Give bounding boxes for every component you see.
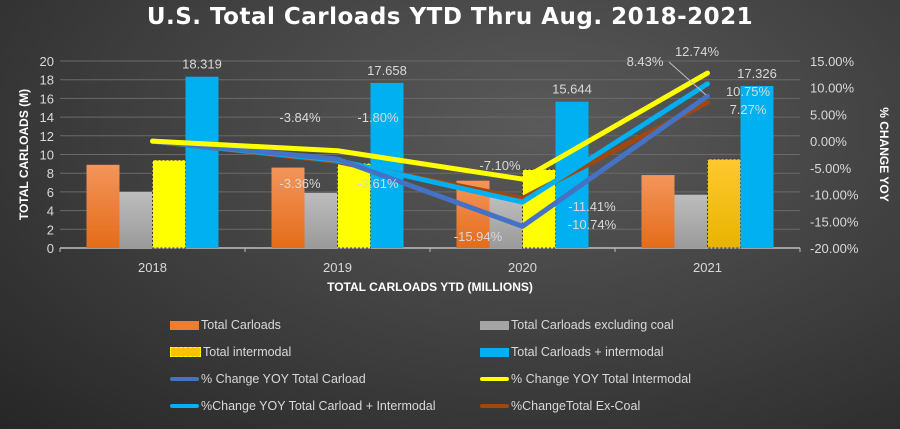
x-tick-label: 2021	[693, 260, 722, 275]
line--change-yoy-total-carload	[150, 93, 710, 229]
line-data-label: -15.94%	[454, 229, 503, 244]
y-tick-label: 18	[40, 73, 54, 88]
y2-tick-label: -20.00%	[810, 241, 859, 256]
bar-total-carloads-2019	[271, 167, 305, 248]
y-tick-label: 12	[40, 129, 54, 144]
chart-title: U.S. Total Carloads YTD Thru Aug. 2018-2…	[146, 4, 754, 30]
y2-tick-label: -5.00%	[810, 161, 852, 176]
bar-data-label: 18.319	[182, 57, 222, 72]
legend-swatch	[480, 404, 509, 408]
bar-total-carloads-excluding-coal-2018	[119, 191, 153, 248]
legend-label: % Change YOY Total Carload	[201, 372, 366, 386]
x-axis-title: TOTAL CARLOADS YTD (MILLIONS)	[327, 280, 533, 294]
legend-swatch	[170, 320, 199, 330]
legend-label: %ChangeTotal Ex-Coal	[511, 399, 641, 413]
y-tick-label: 8	[47, 166, 54, 181]
bar-total-carloads-2021	[641, 175, 675, 248]
legend-label: Total Carloads	[201, 318, 281, 332]
line-data-label: -3.61%	[357, 176, 399, 191]
line-data-label: 10.75%	[726, 84, 771, 99]
legend-total-intermodal: Total intermodal	[170, 345, 291, 359]
y2-tick-label: 0.00%	[810, 134, 847, 149]
legend-pct-ex-coal: %ChangeTotal Ex-Coal	[480, 399, 640, 413]
line-data-label: -10.74%	[568, 217, 617, 232]
y-tick-label: 4	[47, 204, 54, 219]
label-leader-line	[668, 61, 707, 96]
legend-pct-total-carload: % Change YOY Total Carload	[170, 372, 366, 386]
bar-total-intermodal-2019	[337, 162, 371, 249]
y-tick-label: 20	[40, 54, 54, 69]
y2-tick-label: 10.00%	[810, 81, 855, 96]
y2-tick-label: -15.00%	[810, 214, 859, 229]
y-tick-label: 2	[47, 222, 54, 237]
line-data-label: -3.36%	[279, 176, 321, 191]
line-data-label: 8.43%	[627, 54, 664, 69]
bar-total-carloads-excluding-coal-2019	[304, 192, 338, 248]
legend-pct-carload-plus-intermodal: %Change YOY Total Carload + Intermodal	[170, 399, 436, 413]
y-axis-title: TOTAL CARLOADS (M)	[17, 89, 31, 220]
y-tick-label: 16	[40, 91, 54, 106]
bar-total-carloads-intermodal-2021	[740, 86, 774, 249]
y2-axis-title: % CHANGE YOY	[877, 107, 891, 201]
line-data-label: 7.27%	[730, 102, 767, 117]
y2-tick-label: -10.00%	[810, 188, 859, 203]
y2-tick-label: 15.00%	[810, 54, 855, 69]
bar-data-label: 17.326	[737, 66, 777, 81]
bar-data-label: 15.644	[552, 82, 592, 97]
legend-label: % Change YOY Total Intermodal	[511, 372, 691, 386]
legend-label: Total Carloads excluding coal	[511, 318, 674, 332]
line-data-label: -1.80%	[357, 110, 399, 125]
line--change-yoy-total-intermodal	[150, 70, 710, 182]
legend-label: Total intermodal	[203, 345, 292, 359]
legend-swatch	[480, 377, 509, 381]
y-tick-label: 14	[40, 110, 54, 125]
bar-total-intermodal-2021	[707, 158, 741, 249]
legend-carloads-plus-intermodal: Total Carloads + intermodal	[480, 345, 664, 359]
legend-label: %Change YOY Total Carload + Intermodal	[201, 399, 436, 413]
y-tick-label: 6	[47, 185, 54, 200]
legend-swatch	[170, 377, 199, 381]
y-tick-label: 10	[40, 148, 54, 163]
x-tick-label: 2018	[138, 260, 167, 275]
bar-total-carloads-2018	[86, 164, 120, 248]
x-tick-label: 2019	[323, 260, 352, 275]
y2-tick-label: 5.00%	[810, 107, 847, 122]
bar-total-carloads-excluding-coal-2021	[674, 194, 708, 248]
legend-carloads-ex-coal: Total Carloads excluding coal	[480, 318, 674, 332]
line-data-label: 12.74%	[675, 44, 720, 59]
y-tick-label: 0	[47, 241, 54, 256]
line-data-label: -3.84%	[279, 110, 321, 125]
bar-total-intermodal-2018	[152, 159, 186, 249]
x-tick-label: 2020	[508, 260, 537, 275]
line-data-label: -7.10%	[479, 158, 521, 173]
bar-total-carloads-intermodal-2019	[370, 82, 404, 248]
bar-total-carloads-intermodal-2018	[185, 76, 219, 248]
legend-swatch	[480, 347, 509, 357]
bar-data-label: 17.658	[367, 63, 407, 78]
legend-swatch	[170, 404, 199, 408]
legend-swatch	[170, 347, 201, 357]
legend-swatch	[480, 320, 509, 330]
legend-label: Total Carloads + intermodal	[511, 345, 664, 359]
line-data-label: -11.41%	[568, 199, 616, 214]
legend-total-carloads: Total Carloads	[170, 318, 281, 332]
legend-pct-intermodal: % Change YOY Total Intermodal	[480, 372, 691, 386]
